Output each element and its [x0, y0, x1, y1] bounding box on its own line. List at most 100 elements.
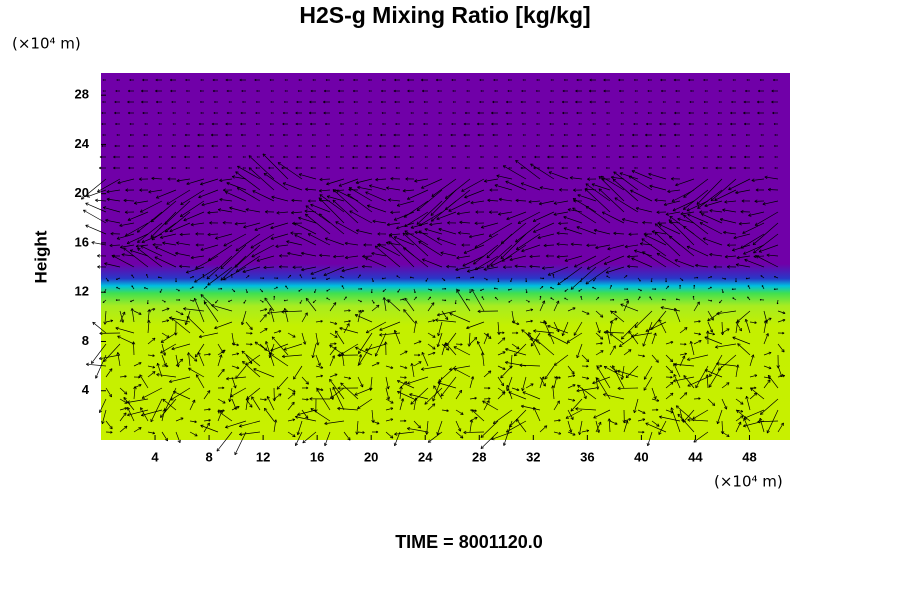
wind-arrow [728, 178, 751, 190]
wind-arrow-head [745, 89, 747, 93]
wind-arrow-head [474, 221, 478, 225]
wind-arrow-head [376, 304, 380, 309]
wind-arrow [185, 310, 191, 325]
wind-arrow [324, 420, 345, 425]
wind-arrow-head [418, 361, 422, 365]
wind-arrow-head [140, 89, 144, 93]
wind-arrow-head [536, 101, 538, 103]
wind-arrow-head [509, 365, 513, 369]
wind-arrow-head [122, 311, 126, 315]
wind-arrow-head [108, 393, 112, 398]
wind-arrow-head [576, 388, 580, 393]
wind-arrow-head [225, 191, 229, 195]
wind-arrow-head [365, 144, 368, 148]
wind-arrow [683, 178, 709, 198]
wind-arrow [704, 369, 723, 378]
wind-arrow [497, 351, 506, 356]
wind-arrow [281, 310, 303, 313]
wind-arrow-head [148, 190, 152, 194]
wind-arrow-head [425, 280, 428, 282]
wind-arrow-head [166, 307, 170, 311]
wind-arrow-head [180, 312, 184, 316]
wind-arrow-head [754, 199, 758, 203]
wind-arrow-head [386, 222, 390, 227]
wind-arrow-head [275, 244, 279, 248]
wind-arrow-head [704, 134, 706, 136]
wind-arrow-head [505, 360, 509, 365]
wind-arrow-head [98, 409, 103, 413]
wind-arrow [735, 415, 744, 422]
wind-arrow [744, 259, 765, 268]
wind-arrow-head [536, 112, 538, 114]
wind-arrow-head [662, 101, 665, 103]
wind-arrow [388, 241, 415, 268]
wind-arrow-head [603, 78, 606, 82]
wind-arrow [252, 190, 275, 202]
wind-arrow-head [660, 306, 664, 310]
wind-arrow-head [195, 374, 200, 378]
wind-arrow-head [436, 312, 441, 317]
wind-arrow-head [319, 177, 323, 182]
wind-arrow-head [242, 167, 244, 169]
wind-arrow [254, 222, 275, 231]
wind-arrow-head [435, 318, 439, 322]
wind-arrow [651, 354, 659, 363]
wind-arrow-head [206, 275, 210, 280]
wind-arrow-head [124, 375, 127, 378]
wind-arrow-head [337, 406, 341, 411]
wind-arrow-head [139, 188, 143, 192]
wind-arrow-head [307, 233, 312, 237]
wind-arrow [623, 349, 632, 356]
wind-arrow-head [477, 133, 480, 137]
wind-arrow-head [491, 436, 495, 441]
wind-arrow-head [422, 258, 426, 262]
wind-arrow-head [437, 332, 441, 337]
wind-arrow [683, 375, 695, 389]
wind-arrow [576, 387, 597, 392]
wind-arrow-head [733, 235, 737, 240]
wind-arrow-head [490, 263, 494, 267]
wind-arrow-head [774, 167, 776, 169]
wind-arrow-head [250, 342, 253, 346]
wind-arrow [528, 200, 541, 203]
wind-arrow [264, 297, 275, 312]
wind-arrow [453, 346, 471, 356]
wind-arrow-head [418, 230, 422, 234]
wind-arrow [506, 211, 527, 220]
wind-arrow-head [653, 332, 657, 336]
y-tick-label: 20 [75, 185, 89, 200]
wind-arrow-head [255, 123, 258, 125]
wind-arrow-head [633, 122, 636, 126]
wind-arrow-head [585, 183, 589, 187]
wind-arrow [404, 297, 415, 312]
wind-arrow-head [458, 231, 462, 235]
wind-arrow [622, 218, 639, 224]
wind-arrow-head [394, 78, 397, 82]
wind-arrow-head [409, 393, 413, 397]
wind-arrow-head [497, 331, 501, 335]
wind-arrow-head [306, 386, 309, 390]
wind-arrow [385, 407, 394, 411]
wind-arrow-head [177, 439, 181, 444]
wind-arrow-head [654, 288, 657, 291]
wind-arrow-head [687, 357, 691, 361]
wind-arrow [262, 153, 289, 180]
wind-arrow [715, 343, 737, 348]
wind-arrow-head [278, 393, 282, 397]
wind-arrow-head [634, 324, 638, 328]
wind-arrow [273, 393, 282, 400]
wind-arrow-head [271, 195, 275, 200]
wind-arrow-head [195, 243, 199, 247]
wind-arrow-head [402, 298, 405, 301]
wind-arrow [437, 382, 457, 389]
wind-arrow [505, 180, 527, 191]
wind-arrow-head [576, 155, 579, 159]
wind-arrow-head [254, 227, 258, 231]
wind-arrow-head [598, 175, 602, 180]
wind-arrow-head [155, 195, 160, 199]
wind-arrow-head [284, 90, 286, 92]
wind-arrow-head [498, 197, 503, 202]
wind-arrow-head [606, 112, 608, 114]
wind-arrow-head [731, 133, 733, 137]
wind-arrow-head [702, 237, 707, 241]
